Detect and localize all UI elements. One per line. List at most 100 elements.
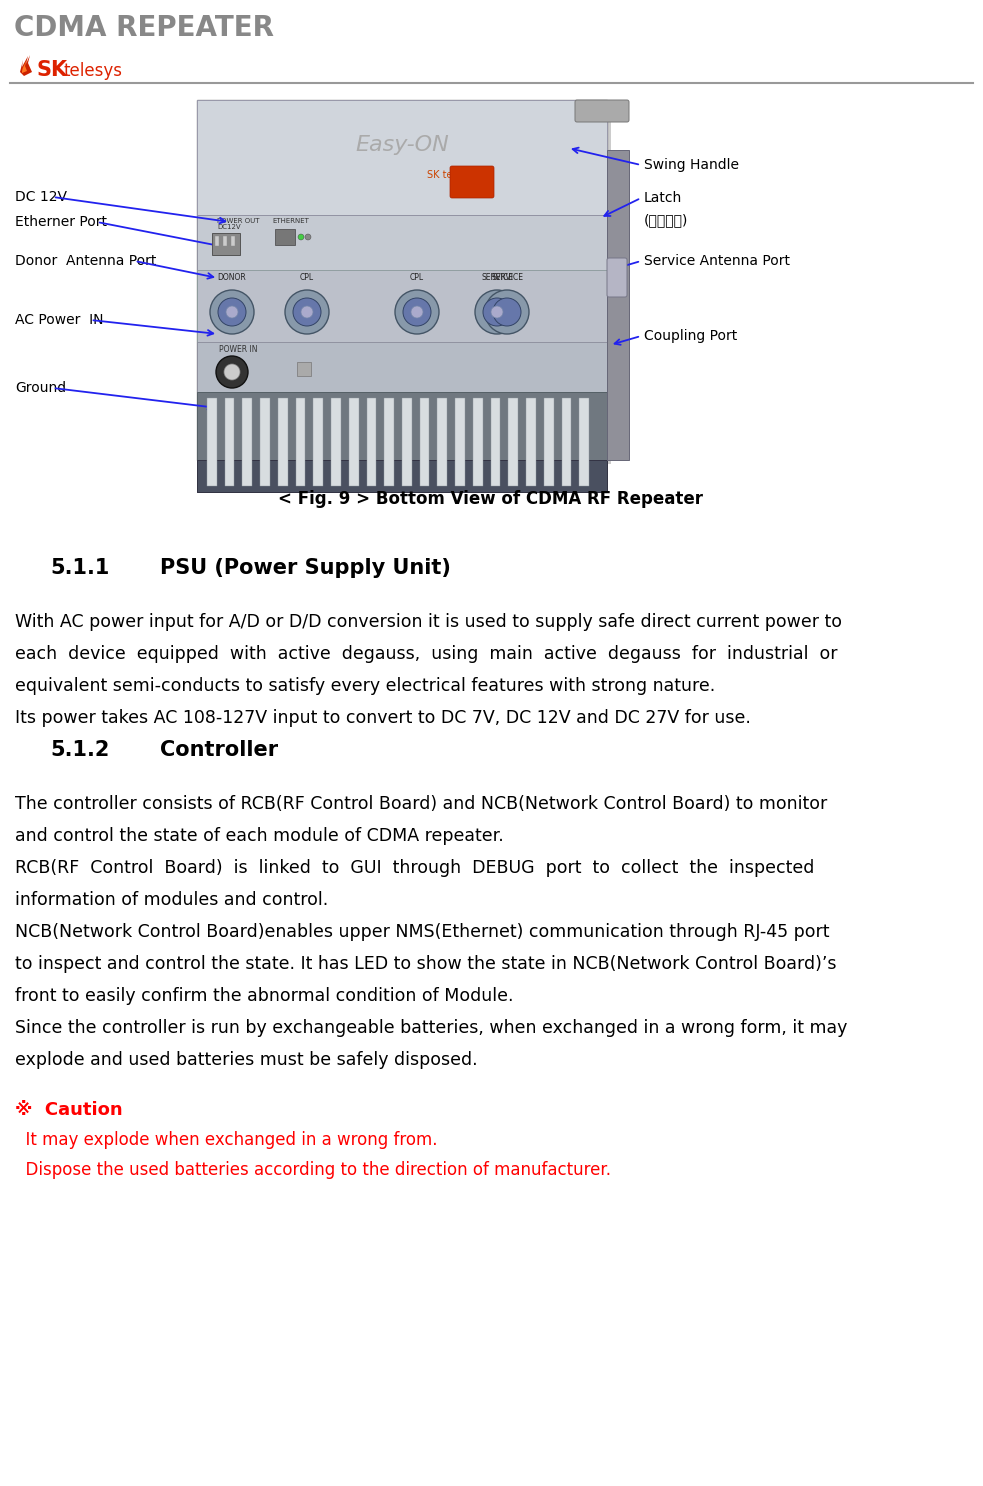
Polygon shape bbox=[20, 55, 32, 76]
Circle shape bbox=[218, 299, 246, 325]
Text: (잠금장치): (잠금장치) bbox=[644, 212, 688, 227]
Text: CPL: CPL bbox=[410, 273, 424, 282]
Text: explode and used batteries must be safely disposed.: explode and used batteries must be safel… bbox=[15, 1051, 478, 1068]
Bar bbox=[561, 398, 571, 486]
Circle shape bbox=[301, 306, 313, 318]
Bar bbox=[491, 398, 500, 486]
Text: PSU (Power Supply Unit): PSU (Power Supply Unit) bbox=[160, 559, 451, 578]
Bar bbox=[296, 398, 306, 486]
Circle shape bbox=[485, 290, 529, 334]
FancyBboxPatch shape bbox=[450, 166, 494, 198]
Bar bbox=[473, 398, 483, 486]
Bar bbox=[455, 398, 465, 486]
Text: NCB(Network Control Board)enables upper NMS(Ethernet) communication through RJ-4: NCB(Network Control Board)enables upper … bbox=[15, 923, 830, 941]
Bar bbox=[437, 398, 447, 486]
Text: RCB(RF  Control  Board)  is  linked  to  GUI  through  DEBUG  port  to  collect : RCB(RF Control Board) is linked to GUI t… bbox=[15, 859, 814, 877]
Bar bbox=[243, 398, 253, 486]
Bar bbox=[207, 398, 216, 486]
Bar bbox=[508, 398, 518, 486]
FancyBboxPatch shape bbox=[575, 100, 629, 122]
Text: The controller consists of RCB(RF Control Board) and NCB(Network Control Board) : The controller consists of RCB(RF Contro… bbox=[15, 795, 828, 813]
Text: Controller: Controller bbox=[160, 740, 278, 759]
Text: 5.1.2: 5.1.2 bbox=[50, 740, 109, 759]
Circle shape bbox=[285, 290, 329, 334]
Bar bbox=[607, 150, 629, 461]
Bar bbox=[420, 398, 430, 486]
Bar bbox=[215, 236, 219, 247]
Bar bbox=[275, 229, 295, 245]
Text: information of modules and control.: information of modules and control. bbox=[15, 892, 328, 909]
Text: SERVICE: SERVICE bbox=[491, 273, 523, 282]
Text: ※  Caution: ※ Caution bbox=[15, 1101, 123, 1119]
Text: DC12V: DC12V bbox=[217, 224, 241, 230]
Text: SK telesys: SK telesys bbox=[427, 169, 477, 180]
Circle shape bbox=[395, 290, 439, 334]
Bar bbox=[197, 392, 607, 492]
Bar bbox=[197, 342, 607, 392]
Circle shape bbox=[224, 364, 240, 380]
Circle shape bbox=[491, 306, 503, 318]
Text: Service Antenna Port: Service Antenna Port bbox=[644, 254, 790, 267]
Text: CDMA REPEATER: CDMA REPEATER bbox=[14, 13, 274, 42]
Bar bbox=[260, 398, 270, 486]
Circle shape bbox=[210, 290, 254, 334]
Text: to inspect and control the state. It has LED to show the state in NCB(Network Co: to inspect and control the state. It has… bbox=[15, 955, 837, 973]
Bar bbox=[526, 398, 536, 486]
Bar bbox=[201, 104, 611, 464]
Bar bbox=[278, 398, 288, 486]
Bar bbox=[231, 236, 235, 247]
Text: Latch: Latch bbox=[644, 192, 682, 205]
Text: and control the state of each module of CDMA repeater.: and control the state of each module of … bbox=[15, 828, 503, 846]
Text: SK: SK bbox=[36, 59, 67, 80]
Bar bbox=[579, 398, 589, 486]
Circle shape bbox=[411, 306, 423, 318]
Bar bbox=[402, 398, 412, 486]
Text: Ground: Ground bbox=[15, 380, 66, 395]
Text: Its power takes AC 108-127V input to convert to DC 7V, DC 12V and DC 27V for use: Its power takes AC 108-127V input to con… bbox=[15, 709, 751, 727]
Bar bbox=[197, 461, 607, 492]
Text: front to easily confirm the abnormal condition of Module.: front to easily confirm the abnormal con… bbox=[15, 987, 513, 1005]
Circle shape bbox=[293, 299, 321, 325]
Text: POWER IN: POWER IN bbox=[219, 345, 258, 354]
Text: each  device  equipped  with  active  degauss,  using  main  active  degauss  fo: each device equipped with active degauss… bbox=[15, 645, 838, 663]
Text: POWER OUT: POWER OUT bbox=[217, 218, 260, 224]
Bar bbox=[223, 236, 227, 247]
Text: Dispose the used batteries according to the direction of manufacturer.: Dispose the used batteries according to … bbox=[15, 1161, 611, 1178]
Text: ETHERNET: ETHERNET bbox=[272, 218, 309, 224]
Text: < Fig. 9 > Bottom View of CDMA RF Repeater: < Fig. 9 > Bottom View of CDMA RF Repeat… bbox=[278, 490, 704, 508]
Bar bbox=[367, 398, 376, 486]
Text: Swing Handle: Swing Handle bbox=[644, 158, 739, 172]
Circle shape bbox=[305, 233, 311, 241]
Text: telesys: telesys bbox=[64, 62, 123, 80]
Bar bbox=[544, 398, 553, 486]
Text: Etherner Port: Etherner Port bbox=[15, 215, 107, 229]
Text: AC Power  IN: AC Power IN bbox=[15, 314, 103, 327]
Bar bbox=[197, 100, 607, 461]
Bar bbox=[384, 398, 394, 486]
Bar bbox=[297, 363, 311, 376]
Text: CPL: CPL bbox=[300, 273, 314, 282]
Text: DC 12V: DC 12V bbox=[15, 190, 67, 204]
Circle shape bbox=[298, 233, 304, 241]
Text: Coupling Port: Coupling Port bbox=[644, 328, 737, 343]
Bar bbox=[331, 398, 341, 486]
Text: equivalent semi-conducts to satisfy every electrical features with strong nature: equivalent semi-conducts to satisfy ever… bbox=[15, 678, 716, 695]
Bar bbox=[314, 398, 323, 486]
Circle shape bbox=[483, 299, 511, 325]
Bar bbox=[225, 398, 235, 486]
Text: With AC power input for A/D or D/D conversion it is used to supply safe direct c: With AC power input for A/D or D/D conve… bbox=[15, 614, 842, 632]
Circle shape bbox=[216, 357, 248, 388]
Text: 5.1.1: 5.1.1 bbox=[50, 559, 109, 578]
Circle shape bbox=[403, 299, 431, 325]
Text: SERVICE: SERVICE bbox=[481, 273, 513, 282]
Circle shape bbox=[493, 299, 521, 325]
Bar bbox=[212, 233, 240, 256]
Circle shape bbox=[226, 306, 238, 318]
Text: Since the controller is run by exchangeable batteries, when exchanged in a wrong: Since the controller is run by exchangea… bbox=[15, 1019, 847, 1037]
Text: Easy-ON: Easy-ON bbox=[355, 135, 449, 155]
Circle shape bbox=[475, 290, 519, 334]
Polygon shape bbox=[22, 59, 27, 73]
Bar bbox=[349, 398, 359, 486]
Text: DONOR: DONOR bbox=[217, 273, 247, 282]
Text: Donor  Antenna Port: Donor Antenna Port bbox=[15, 254, 156, 267]
